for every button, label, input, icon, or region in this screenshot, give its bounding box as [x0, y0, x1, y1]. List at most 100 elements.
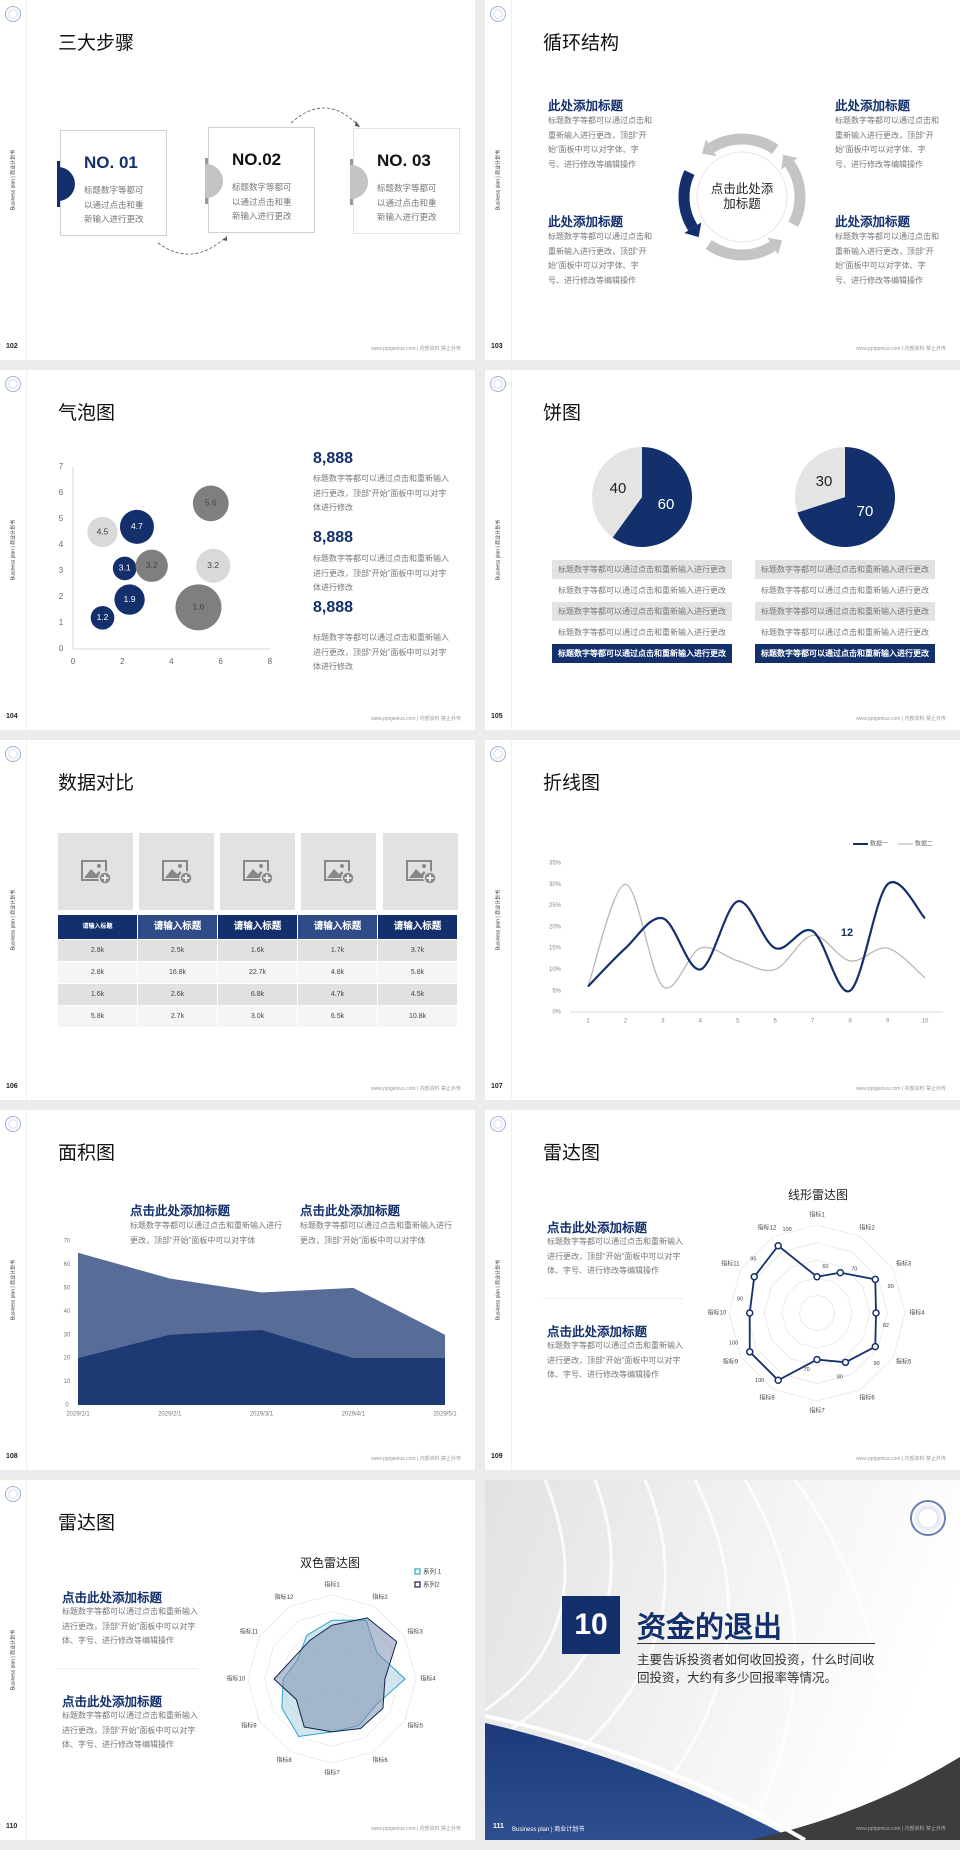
bubble — [175, 584, 222, 631]
arrowhead-icon — [767, 237, 783, 255]
page-number: 109 — [491, 1453, 503, 1460]
image-placeholder[interactable] — [301, 833, 376, 910]
school-logo-icon — [490, 376, 506, 392]
image-placeholder[interactable] — [139, 833, 214, 910]
school-logo-icon — [5, 746, 21, 762]
y-tick-label: 25% — [549, 903, 562, 909]
step-card-1[interactable]: NO. 01 标题数字等都可以通过点击和重新输入进行更改 — [57, 130, 167, 236]
slide-110[interactable]: Business plan | 商业计划书 110 www.pptgenius.… — [0, 1480, 475, 1840]
image-placeholder[interactable] — [220, 833, 295, 910]
block-heading: 点击此处添加标题 — [547, 1221, 648, 1235]
table-cell: 3.0k — [218, 1006, 297, 1027]
footer-text: www.pptgenius.com | 内部资料 禁止外传 — [371, 1826, 461, 1832]
y-tick-label: 1 — [59, 618, 64, 627]
image-placeholder[interactable] — [383, 833, 458, 910]
page-number: 111 — [493, 1823, 504, 1830]
table-cell: 1.6k — [58, 984, 137, 1005]
school-logo-icon — [490, 6, 506, 22]
radar-series — [281, 1619, 406, 1738]
bubble-label: 3.2 — [146, 560, 158, 570]
table-cell: 5.8k — [58, 1006, 137, 1027]
y-tick-label: 2 — [59, 592, 64, 601]
slide-106[interactable]: Business plan | 商业计划书 106 www.pptgenius.… — [0, 740, 475, 1100]
page-number: 102 — [6, 343, 18, 350]
bubble-label: 5.6 — [205, 498, 217, 508]
dashed-arrow-2-3 — [290, 107, 359, 126]
table-cell: 1.6k — [218, 940, 297, 961]
y-tick-label: 0 — [59, 644, 64, 653]
y-tick-label: 7 — [59, 462, 64, 471]
radar-point — [872, 1309, 880, 1317]
bubble-label: 1.9 — [124, 594, 136, 604]
pie-caption-row: 标题数字等都可以通过点击和重新输入进行更改 — [558, 628, 726, 637]
legend-label: 数据二 — [915, 840, 933, 848]
side-label: Business plan | 商业计划书 — [10, 149, 17, 211]
radar-value-label: 60 — [822, 1264, 828, 1270]
x-tick-label: 7 — [811, 1019, 815, 1025]
y-tick-label: 6 — [59, 488, 64, 497]
block-heading: 此处添加标题 — [548, 99, 624, 113]
block-heading: 此处添加标题 — [835, 99, 911, 113]
y-tick-label: 10% — [549, 967, 562, 973]
bubble-label: 1.6 — [193, 602, 205, 612]
radar-point — [745, 1309, 754, 1317]
slide-108[interactable]: Business plan | 商业计划书 108 www.pptgenius.… — [0, 1110, 475, 1470]
slide-105[interactable]: Business plan | 商业计划书 105 www.pptgenius.… — [485, 370, 960, 730]
cycle-center-label: 点击此处添加标题 — [710, 182, 774, 211]
slide-title: 雷达图 — [58, 1513, 116, 1534]
y-tick-label: 35% — [549, 861, 562, 867]
x-tick-label: 0 — [71, 657, 76, 666]
sidebar: Business plan | 商业计划书 — [0, 1110, 27, 1470]
x-tick-label: 2029/3/1 — [250, 1412, 274, 1418]
side-label: Business plan | 商业计划书 — [10, 1259, 17, 1321]
radar-axis-label: 指标11 — [721, 1260, 740, 1268]
x-tick-label: 8 — [268, 657, 273, 666]
block-text: 标题数字等都可以通过点击和重新输入进行更改，顶部“开始”面板中可以对字体 — [130, 1221, 282, 1245]
radar-value-label: 90 — [874, 1361, 880, 1367]
school-logo-icon — [5, 1116, 21, 1132]
sidebar: Business plan | 商业计划书 — [0, 0, 27, 360]
pie-caption-row: 标题数字等都可以通过点击和重新输入进行更改 — [761, 628, 929, 637]
x-tick-label: 2029/4/1 — [342, 1412, 366, 1418]
table-cell: 2.5k — [138, 940, 217, 961]
slide-104[interactable]: Business plan | 商业计划书 104 www.pptgenius.… — [0, 370, 475, 730]
footer-text: www.pptgenius.com | 内部资料 禁止外传 — [371, 716, 461, 722]
block-heading: 此处添加标题 — [835, 215, 911, 229]
table-cell: 22.7k — [218, 962, 297, 983]
radar-axis-label: 指标10 — [708, 1309, 727, 1317]
add-image-icon — [161, 859, 192, 885]
stat-text: 标题数字等都可以通过点击和重新输入进行更改，顶部“开始”面板中可以对字体进行修改 — [313, 633, 449, 671]
slide-109[interactable]: Business plan | 商业计划书 109 www.pptgenius.… — [485, 1110, 960, 1470]
table-cell: 5.8k — [378, 962, 457, 983]
step-card-2[interactable]: NO.02 标题数字等都可以通过点击和重新输入进行更改 — [205, 127, 315, 233]
radar-axis-label: 指标5 — [896, 1358, 912, 1366]
block-heading: 点击此处添加标题 — [130, 1204, 231, 1218]
radar-grid-ring — [728, 1224, 906, 1402]
step-card-3[interactable]: NO. 03 标题数字等都可以通过点击和重新输入进行更改 — [350, 128, 460, 234]
image-placeholder[interactable] — [58, 833, 133, 910]
pie-slice — [797, 447, 895, 547]
radar-value-label: 82 — [883, 1323, 889, 1329]
step-number: NO. 03 — [377, 151, 431, 170]
legend-label: 系列 1 — [423, 1567, 442, 1576]
radar-axis-label: 指标3 — [896, 1260, 912, 1268]
page-number: 108 — [6, 1453, 18, 1460]
slide-111-section-cover[interactable]: 10 资金的退出 主要告诉投资者如何收回投资，什么时间收回投资，大约有多少回报率… — [485, 1480, 960, 1840]
bubble-label: 3.1 — [119, 563, 131, 573]
footer-text: www.pptgenius.com | 内部资料 禁止外传 — [856, 1456, 946, 1462]
x-tick-label: 2029/5/1 — [433, 1412, 457, 1418]
table-header-cell: 请输入标题 — [58, 915, 137, 939]
bubble — [192, 485, 229, 522]
step-text: 标题数字等都可以通过点击和重新输入进行更改 — [232, 182, 292, 221]
add-image-icon — [242, 859, 273, 885]
slide-103[interactable]: Business plan | 商业计划书 103 www.pptgenius.… — [485, 0, 960, 360]
school-logo-icon — [490, 1116, 506, 1132]
radar-value-label: 100 — [783, 1227, 792, 1233]
slide-107[interactable]: Business plan | 商业计划书 107 www.pptgenius.… — [485, 740, 960, 1100]
slide-102[interactable]: Business plan | 商业计划书 102 www.pptgenius.… — [0, 0, 475, 360]
slide-title: 折线图 — [543, 773, 601, 794]
x-tick-label: 1 — [586, 1019, 590, 1025]
y-tick-label: 40 — [64, 1309, 71, 1315]
arrowhead-icon — [355, 121, 360, 127]
y-tick-label: 5% — [552, 988, 561, 994]
